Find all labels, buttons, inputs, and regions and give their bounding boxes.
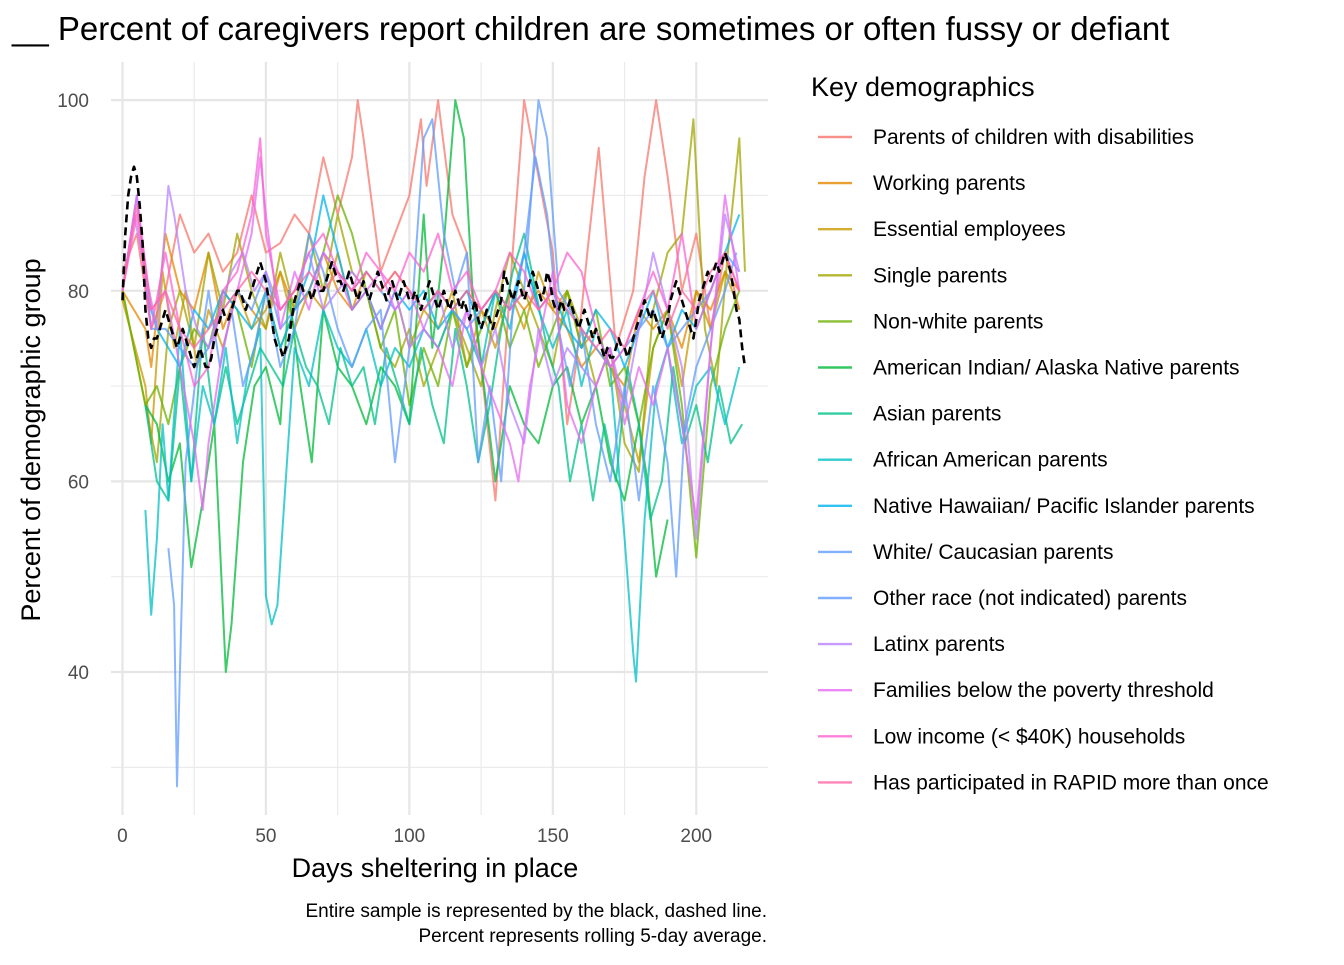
legend-label: Asian parents [873, 403, 1001, 426]
legend-label: African American parents [873, 449, 1108, 472]
y-tick-label: 80 [68, 282, 89, 303]
plot-area [111, 62, 768, 815]
y-tick-label: 40 [68, 663, 89, 684]
legend-label: Low income (< $40K) households [873, 725, 1185, 748]
legend-label: Single parents [873, 264, 1007, 287]
legend-items: Parents of children with disabilities Wor… [818, 126, 1269, 794]
legend-label: Other race (not indicated) parents [873, 587, 1187, 610]
legend-label: Native Hawaiian/ Pacific Islander parent… [873, 495, 1255, 518]
series-layer [121, 99, 746, 788]
y-axis-label: Percent of demographic group [16, 258, 46, 621]
caption-line-1: Entire sample is represented by the blac… [305, 901, 767, 922]
x-tick-label: 0 [117, 826, 128, 847]
series-line [121, 204, 741, 349]
x-axis-ticks: 0 50 100 150 200 [117, 826, 712, 847]
legend-label: Has participated in RAPID more than once [873, 771, 1269, 794]
x-tick-label: 100 [394, 826, 426, 847]
legend-label: Families below the poverty threshold [873, 679, 1214, 702]
chart-title: __ Percent of caregivers report children… [11, 10, 1169, 47]
x-tick-label: 200 [680, 826, 712, 847]
x-tick-label: 50 [255, 826, 276, 847]
legend-label: Essential employees [873, 218, 1066, 241]
x-tick-label: 150 [537, 826, 569, 847]
legend: Key demographics Parents of children wit… [811, 72, 1269, 794]
legend-title: Key demographics [811, 72, 1035, 102]
legend-label: Non-white parents [873, 310, 1043, 333]
legend-label: American Indian/ Alaska Native parents [873, 357, 1240, 380]
legend-label: Parents of children with disabilities [873, 126, 1194, 149]
x-axis-label: Days sheltering in place [292, 853, 579, 883]
y-axis-ticks: 40 60 80 100 [57, 91, 89, 684]
legend-label: Latinx parents [873, 633, 1005, 656]
grid-major [111, 62, 768, 815]
caption-line-2: Percent represents rolling 5-day average… [418, 926, 767, 947]
series-line [121, 156, 741, 521]
legend-label: Working parents [873, 172, 1026, 195]
y-tick-label: 60 [68, 472, 89, 493]
y-tick-label: 100 [57, 91, 89, 112]
overall-layer [121, 165, 747, 369]
overall-dashed-line [121, 165, 747, 369]
series-line [121, 184, 741, 540]
legend-label: White/ Caucasian parents [873, 541, 1113, 564]
series-line [144, 251, 741, 683]
